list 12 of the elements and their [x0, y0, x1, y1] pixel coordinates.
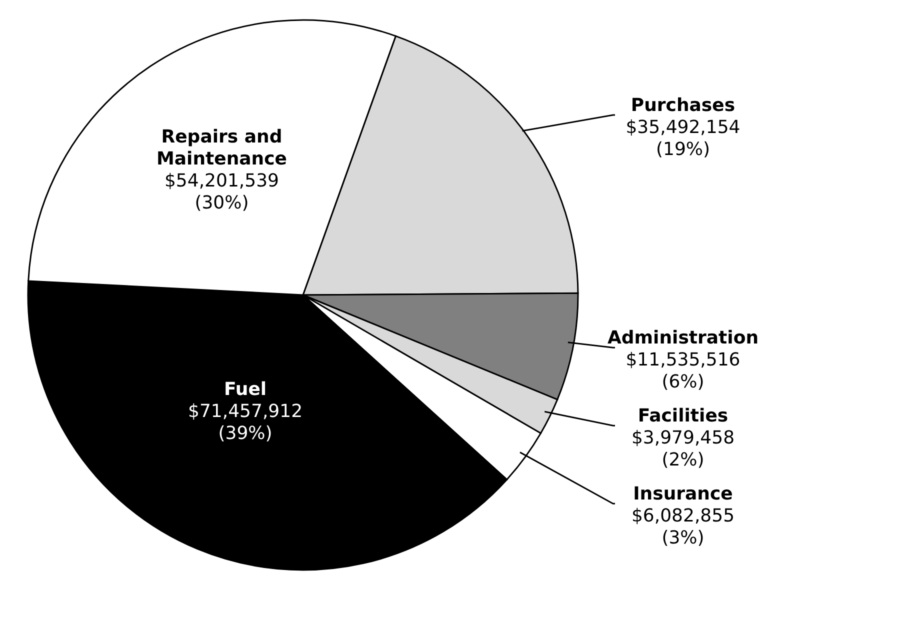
slice-label: Facilities — [638, 406, 728, 427]
slice-label: Fuel — [224, 378, 267, 400]
slice-label: Insurance — [633, 484, 733, 505]
data-label: $54,201,539 (30%) — [164, 170, 279, 214]
data-label: $11,535,516 (6%) — [626, 350, 740, 393]
data-label: $3,979,458 (2%) — [631, 428, 735, 471]
data-label: $71,457,912 (39%) — [188, 400, 303, 444]
slice-label: Repairs and Maintenance — [156, 126, 287, 170]
slice-label: Administration — [607, 328, 759, 349]
slice-label: Purchases — [630, 95, 736, 116]
data-label: $35,492,154 (19%) — [626, 117, 740, 160]
data-label: $6,082,855 (3%) — [631, 506, 735, 549]
